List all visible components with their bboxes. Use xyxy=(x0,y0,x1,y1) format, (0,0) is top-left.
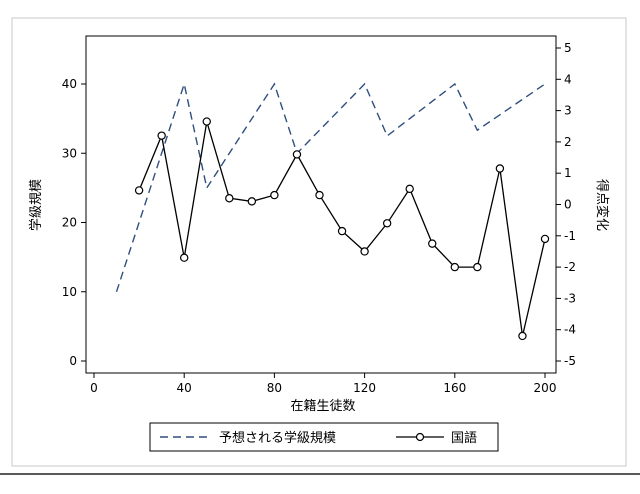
data-point-kokugo xyxy=(337,226,347,236)
data-point-kokugo xyxy=(202,117,211,126)
y-right-tick-label: -5 xyxy=(564,354,576,368)
data-point-kokugo xyxy=(225,194,234,203)
y-right-tick-label: -4 xyxy=(564,323,576,337)
data-point-kokugo xyxy=(247,197,257,206)
y-right-tick-label: -2 xyxy=(564,260,576,274)
data-point-kokugo xyxy=(405,184,414,194)
y-left-tick-label: 30 xyxy=(62,146,77,160)
x-axis-title: 在籍生徒数 xyxy=(290,398,355,414)
y-left-tick-label: 10 xyxy=(62,285,77,299)
y-left-tick-label: 20 xyxy=(62,216,77,230)
data-point-kokugo xyxy=(292,150,302,159)
y-right-tick-label: -1 xyxy=(564,229,576,243)
data-point-kokugo xyxy=(315,190,324,200)
data-point-kokugo xyxy=(540,234,550,244)
data-point-kokugo xyxy=(360,247,369,256)
legend: 予想される学級規模 国語 xyxy=(149,422,499,452)
x-tick-label: 80 xyxy=(267,381,282,395)
data-point-kokugo xyxy=(270,190,279,200)
y-right-tick-label: -3 xyxy=(564,291,576,305)
axes-layer: 0 40 80 120 160 200 0 10 20 30 40 -5 -4 -3 -2 -1 0 1 2 3 4 5 xyxy=(62,41,576,395)
data-point-kokugo xyxy=(382,219,392,228)
y-right-tick-label: 2 xyxy=(564,135,572,149)
y-left-tick-label: 0 xyxy=(69,354,77,368)
y-right-tick-label: 0 xyxy=(564,198,572,212)
data-point-kokugo xyxy=(179,253,189,262)
x-tick-label: 120 xyxy=(353,381,376,395)
data-point-kokugo xyxy=(518,331,527,341)
series-line-expected-class-size xyxy=(115,81,546,293)
legend-label-kokugo: 国語 xyxy=(451,430,477,446)
y-right-tick-label: 1 xyxy=(564,166,572,180)
data-point-kokugo xyxy=(495,164,505,173)
y-right-tick-label: 5 xyxy=(564,41,572,55)
series-layer xyxy=(115,81,550,341)
y-right-axis-title: 得点変化 xyxy=(594,179,610,231)
y-left-axis-title: 学級規模 xyxy=(28,179,44,231)
y-right-tick-label: 4 xyxy=(564,72,572,86)
data-point-kokugo xyxy=(428,239,437,248)
y-left-tick-label: 40 xyxy=(62,77,77,91)
y-right-tick-label: 3 xyxy=(564,104,572,118)
data-point-kokugo xyxy=(473,262,482,272)
x-tick-label: 40 xyxy=(177,381,192,395)
x-tick-label: 0 xyxy=(90,381,98,395)
data-point-kokugo xyxy=(157,131,166,140)
x-tick-label: 200 xyxy=(534,381,557,395)
legend-marker-kokugo xyxy=(415,432,425,442)
data-point-kokugo xyxy=(134,186,144,195)
plot-area xyxy=(85,35,557,374)
legend-label-expected-class-size: 予想される学級規模 xyxy=(219,430,336,446)
data-point-kokugo xyxy=(450,262,459,272)
x-tick-label: 160 xyxy=(443,381,466,395)
